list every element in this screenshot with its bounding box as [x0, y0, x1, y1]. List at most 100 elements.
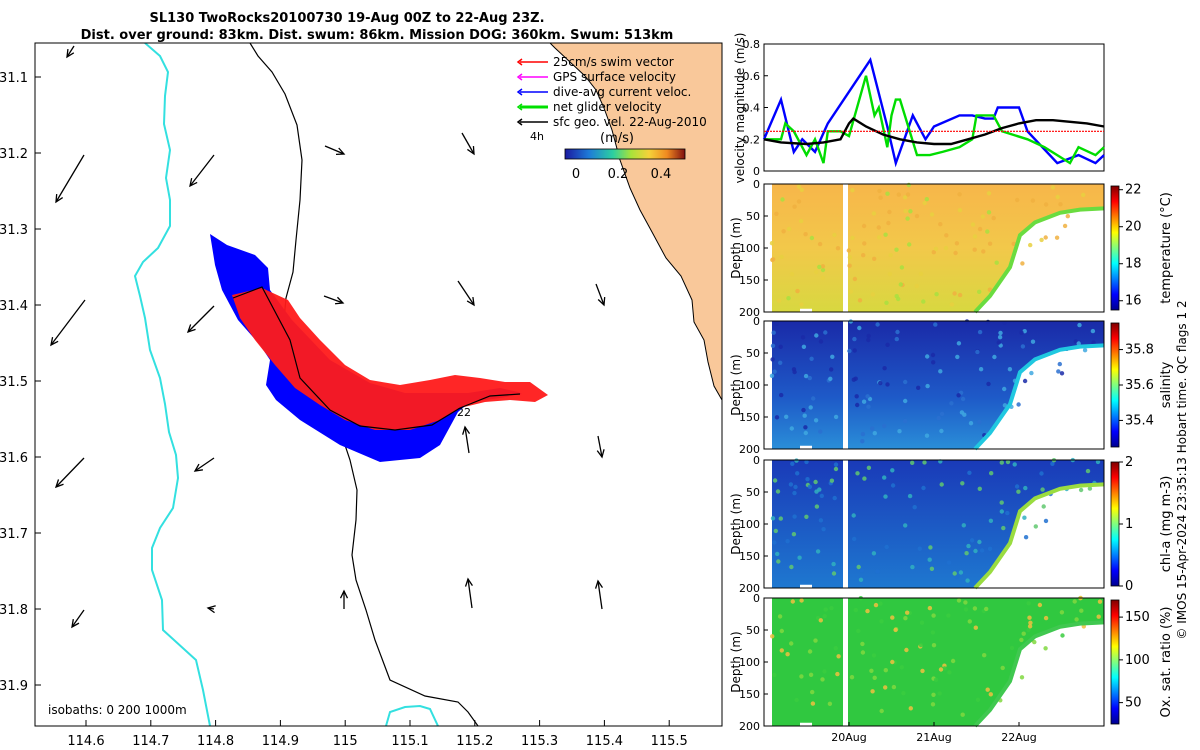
sample-point — [818, 618, 823, 623]
sample-point — [978, 367, 984, 372]
sample-point — [769, 241, 775, 246]
sample-point — [922, 460, 927, 465]
sample-point — [908, 706, 913, 711]
sample-point — [947, 670, 952, 675]
sample-point — [925, 354, 930, 359]
section-ylabel: Depth (m) — [729, 354, 743, 415]
sample-point — [1041, 504, 1046, 509]
sample-point — [830, 354, 835, 359]
map-frame — [34, 42, 723, 727]
sample-point — [872, 431, 877, 436]
sample-point — [987, 546, 993, 551]
sfc-velocity-arrow — [339, 589, 349, 609]
map-x-tick-label: 115.2 — [456, 734, 493, 749]
sample-point — [899, 265, 905, 270]
sample-point — [789, 426, 794, 431]
section-y-tick-label: 50 — [746, 624, 760, 637]
sample-point — [987, 287, 993, 292]
map-y-tick-label: 31.6 — [0, 451, 28, 466]
sample-point — [999, 460, 1004, 465]
sample-point — [1057, 361, 1063, 367]
sample-point — [1060, 633, 1065, 638]
section-data-area — [772, 460, 1104, 588]
sample-point — [914, 283, 919, 289]
time-label-22: 22 — [457, 406, 471, 419]
sample-point — [927, 605, 933, 611]
map-y-tick-label: 31.3 — [0, 223, 28, 238]
sample-point — [788, 482, 794, 487]
sample-point — [780, 197, 785, 202]
sample-point — [985, 319, 991, 325]
sample-point — [968, 421, 974, 426]
sample-point — [894, 247, 899, 252]
sample-point — [861, 399, 867, 404]
sample-point — [781, 229, 786, 234]
sample-point — [952, 291, 957, 296]
section-y-tick-label: 0 — [753, 592, 760, 605]
sample-point — [886, 220, 891, 226]
sample-point — [979, 548, 985, 553]
sample-point — [928, 545, 933, 550]
sample-point — [876, 225, 881, 230]
map-y-tick-label: 31.1 — [0, 71, 28, 86]
sample-point — [988, 692, 993, 697]
sample-point — [772, 478, 778, 483]
section-ylabel: Depth (m) — [729, 493, 743, 554]
sample-point — [809, 356, 814, 361]
time-label-4h: 4h — [530, 130, 544, 143]
sample-point — [929, 566, 935, 571]
sample-point — [774, 321, 779, 326]
map-x-tick-label: 115.3 — [521, 734, 558, 749]
sample-point — [851, 377, 856, 382]
sample-point — [903, 418, 908, 424]
sample-point — [804, 459, 809, 465]
map-x-tick-label: 115.1 — [391, 734, 428, 749]
sample-point — [977, 289, 982, 294]
figure-title-line1: SL130 TwoRocks20100730 19-Aug 00Z to 22-… — [149, 11, 544, 26]
sample-point — [877, 188, 882, 194]
sample-point — [957, 192, 962, 197]
section-y-tick-label: 50 — [746, 486, 760, 499]
sample-point — [894, 294, 899, 299]
sample-point — [885, 342, 890, 347]
sample-point — [972, 234, 978, 239]
sample-point — [984, 606, 989, 612]
sample-point — [1026, 601, 1031, 606]
sample-point — [1027, 624, 1033, 629]
sample-point — [1058, 202, 1063, 207]
sample-point — [846, 248, 851, 253]
sample-point — [882, 475, 887, 480]
sample-point — [1087, 486, 1093, 491]
section-colorbar-label: Ox. sat. ratio (%) — [1159, 607, 1174, 718]
sample-point — [770, 634, 775, 639]
colorbar-tick-label: 35.4 — [1125, 413, 1154, 428]
sample-point — [1000, 665, 1005, 671]
sample-point — [870, 689, 875, 694]
sample-point — [836, 654, 841, 659]
sample-point — [910, 460, 915, 465]
sample-point — [996, 340, 1001, 345]
sample-point — [899, 665, 904, 670]
sample-point — [981, 249, 986, 254]
sample-point — [1056, 369, 1061, 374]
sample-point — [939, 428, 944, 434]
sample-point — [1054, 235, 1060, 240]
sample-point — [772, 369, 777, 374]
sample-point — [931, 692, 936, 697]
section-ylabel: Depth (m) — [729, 217, 743, 278]
colorbar-tick-label: 2 — [1125, 455, 1133, 470]
sample-point — [994, 260, 999, 265]
sample-point — [814, 269, 819, 275]
sfc-velocity-arrow — [54, 457, 85, 489]
section-colorbar-label: temperature (°C) — [1159, 192, 1174, 304]
sample-point — [973, 548, 978, 554]
sample-point — [792, 514, 797, 519]
sample-point — [1023, 535, 1029, 540]
sample-point — [930, 352, 936, 358]
sample-point — [1016, 402, 1021, 407]
sample-point — [814, 333, 819, 338]
sample-point — [914, 213, 920, 219]
sample-point — [861, 253, 866, 258]
sample-point — [770, 343, 776, 348]
